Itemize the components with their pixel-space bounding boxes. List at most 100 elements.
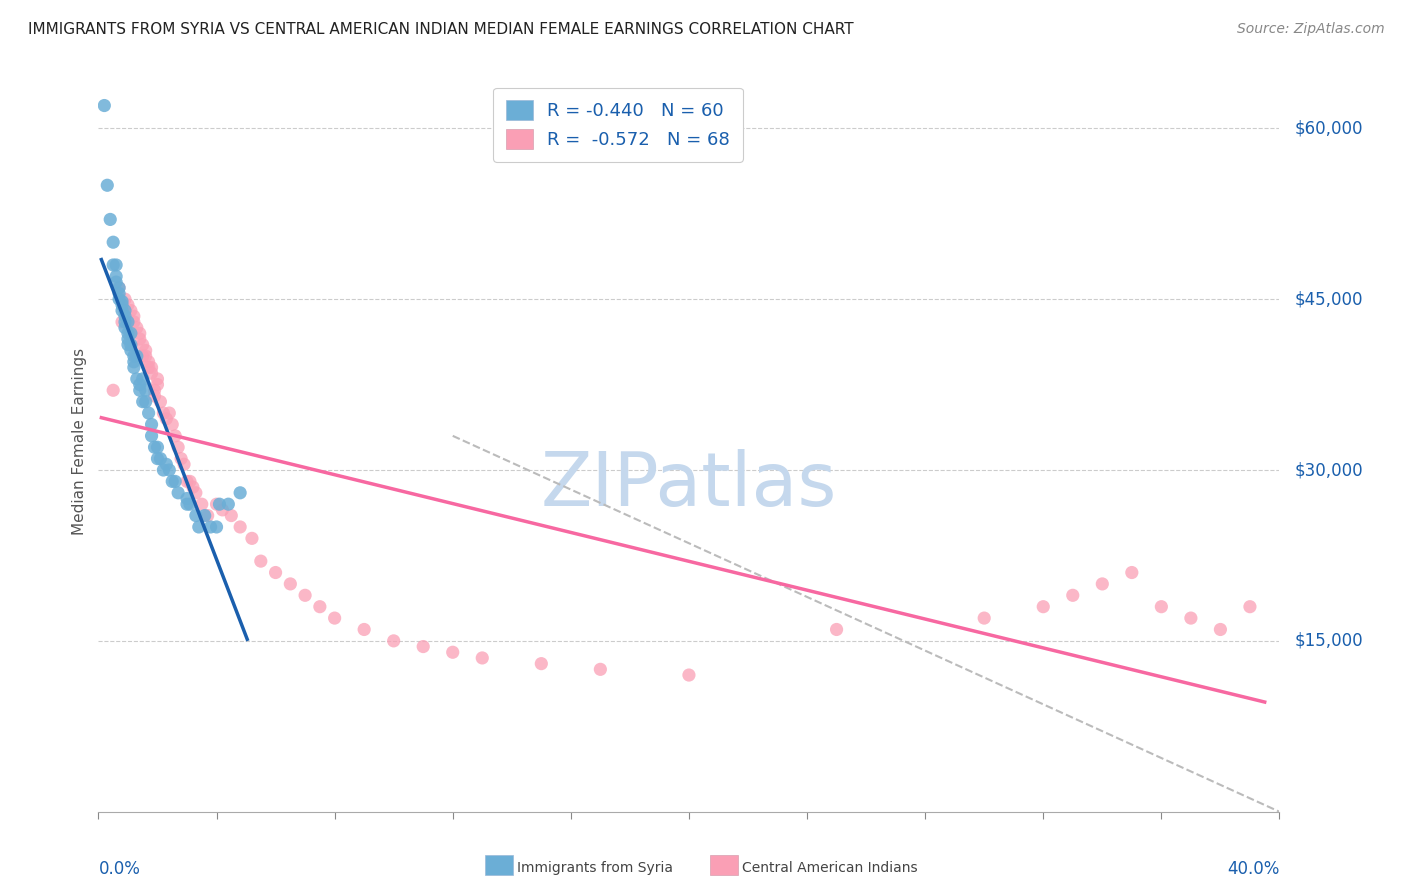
- Point: [165, 475, 187, 489]
- Point: [176, 475, 198, 489]
- Point: [323, 611, 346, 625]
- Point: [132, 394, 155, 409]
- Point: [229, 485, 252, 500]
- Point: [205, 497, 228, 511]
- Point: [125, 320, 148, 334]
- Point: [128, 332, 150, 346]
- Point: [165, 429, 187, 443]
- Text: IMMIGRANTS FROM SYRIA VS CENTRAL AMERICAN INDIAN MEDIAN FEMALE EARNINGS CORRELAT: IMMIGRANTS FROM SYRIA VS CENTRAL AMERICA…: [28, 22, 853, 37]
- Point: [157, 406, 180, 420]
- Point: [1180, 611, 1202, 625]
- Point: [111, 298, 134, 312]
- Point: [146, 440, 169, 454]
- Point: [250, 554, 273, 568]
- Point: [141, 429, 163, 443]
- Point: [1091, 577, 1114, 591]
- Point: [353, 623, 375, 637]
- Text: $15,000: $15,000: [1294, 632, 1362, 650]
- Point: [108, 281, 131, 295]
- Point: [138, 406, 160, 420]
- Point: [132, 349, 155, 363]
- Point: [114, 303, 136, 318]
- Point: [114, 292, 136, 306]
- Point: [229, 520, 252, 534]
- Point: [149, 451, 172, 466]
- Point: [155, 411, 177, 425]
- Point: [1121, 566, 1143, 580]
- Text: Source: ZipAtlas.com: Source: ZipAtlas.com: [1237, 22, 1385, 37]
- Text: Immigrants from Syria: Immigrants from Syria: [517, 861, 673, 875]
- Point: [125, 372, 148, 386]
- Point: [122, 355, 145, 369]
- Point: [117, 326, 139, 341]
- Point: [143, 440, 166, 454]
- Point: [132, 372, 155, 386]
- Point: [122, 360, 145, 375]
- Point: [122, 315, 145, 329]
- Point: [205, 520, 228, 534]
- Point: [125, 349, 148, 363]
- Point: [122, 310, 145, 324]
- Point: [114, 310, 136, 324]
- Point: [108, 286, 131, 301]
- Point: [152, 406, 174, 420]
- Point: [114, 320, 136, 334]
- Point: [309, 599, 332, 614]
- Point: [184, 485, 207, 500]
- Point: [105, 258, 128, 272]
- Point: [441, 645, 464, 659]
- Point: [211, 503, 233, 517]
- Point: [155, 458, 177, 472]
- Point: [135, 394, 157, 409]
- Point: [146, 451, 169, 466]
- Point: [678, 668, 700, 682]
- Point: [179, 497, 201, 511]
- Point: [105, 269, 128, 284]
- Point: [143, 389, 166, 403]
- Point: [120, 343, 142, 358]
- Point: [120, 337, 142, 351]
- Point: [143, 384, 166, 398]
- Point: [1239, 599, 1261, 614]
- Point: [111, 315, 134, 329]
- Point: [167, 440, 190, 454]
- Point: [412, 640, 434, 654]
- Text: 0.0%: 0.0%: [98, 860, 141, 878]
- Point: [141, 366, 163, 380]
- Point: [176, 491, 198, 506]
- Point: [103, 384, 125, 398]
- Point: [294, 588, 316, 602]
- Point: [167, 485, 190, 500]
- Point: [187, 520, 209, 534]
- Point: [181, 480, 204, 494]
- Point: [141, 417, 163, 432]
- Point: [111, 303, 134, 318]
- Point: [103, 258, 125, 272]
- Point: [141, 360, 163, 375]
- Point: [135, 349, 157, 363]
- Text: 40.0%: 40.0%: [1227, 860, 1279, 878]
- Point: [173, 458, 195, 472]
- Point: [589, 662, 612, 676]
- Point: [128, 377, 150, 392]
- Point: [117, 332, 139, 346]
- Point: [149, 394, 172, 409]
- Point: [138, 355, 160, 369]
- Point: [108, 292, 131, 306]
- Point: [194, 508, 217, 523]
- Point: [138, 360, 160, 375]
- Point: [93, 98, 115, 112]
- Point: [471, 651, 494, 665]
- Point: [128, 384, 150, 398]
- Point: [135, 384, 157, 398]
- Point: [108, 281, 131, 295]
- Point: [146, 377, 169, 392]
- Text: ZIPatlas: ZIPatlas: [541, 450, 837, 523]
- Point: [382, 633, 405, 648]
- Point: [162, 417, 183, 432]
- Point: [191, 497, 214, 511]
- Point: [179, 475, 201, 489]
- Point: [219, 508, 242, 523]
- Point: [146, 372, 169, 386]
- Point: [117, 337, 139, 351]
